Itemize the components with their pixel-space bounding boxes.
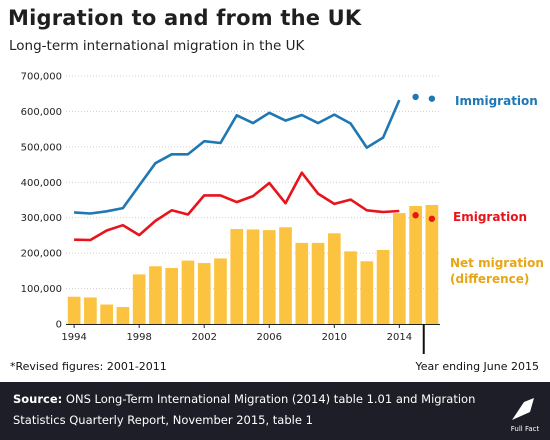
y-tick-label: 400,000	[21, 178, 62, 189]
full-fact-logo-mark	[512, 398, 534, 420]
x-tick-label: 2010	[322, 332, 347, 343]
x-tick-label: 2002	[191, 332, 216, 343]
net-migration-bar	[197, 263, 211, 324]
net-migration-bar	[100, 304, 113, 324]
immigration-line	[74, 99, 401, 215]
net-migration-bar	[360, 261, 374, 324]
y-tick-label: 200,000	[21, 249, 62, 260]
net-migration-bar	[311, 242, 325, 324]
source-text: Source: ONS Long-Term International Migr…	[13, 389, 493, 431]
year-ending-label: Year ending June 2015	[415, 360, 539, 373]
source-body: ONS Long-Term International Migration (2…	[13, 392, 476, 427]
y-tick-label: 300,000	[21, 213, 62, 224]
x-tick-label: 1994	[61, 332, 86, 343]
chart-axes: 0 100,000 200,000 300,000 400,000 500,000 600,…	[21, 72, 440, 354]
series-points	[412, 93, 436, 222]
net-migration-bar	[246, 229, 260, 324]
net-migration-bar	[425, 204, 439, 324]
immigration-point	[412, 93, 419, 101]
source-footer: Source: ONS Long-Term International Migr…	[0, 382, 550, 440]
y-tick-label: 500,000	[21, 142, 62, 153]
chart-subtitle: Long-term international migration in the…	[9, 38, 305, 54]
net-migration-bar	[344, 251, 357, 324]
y-tick-label: 700,000	[21, 72, 62, 83]
net-migration-label: Net migration	[450, 256, 544, 270]
x-tick-label: 2014	[387, 332, 412, 343]
net-migration-label-sub: (difference)	[450, 272, 529, 286]
chart-title: Migration to and from the UK	[8, 6, 362, 30]
net-migration-bar	[165, 268, 179, 324]
net-migration-bar	[181, 260, 195, 324]
y-tick-label: 100,000	[21, 284, 62, 295]
net-migration-bar	[279, 227, 292, 324]
net-migration-bar	[393, 213, 406, 324]
net-migration-bar	[132, 274, 146, 324]
net-migration-bar	[149, 266, 162, 324]
net-migration-bar	[376, 249, 390, 324]
net-migration-bar	[409, 206, 422, 324]
series-labels: Immigration Emigration Net migration (diffe…	[450, 94, 544, 286]
immigration-point	[428, 95, 436, 102]
net-migration-bar	[295, 242, 309, 324]
immigration-label: Immigration	[455, 94, 538, 108]
full-fact-logo-text: Full Fact	[511, 425, 540, 433]
x-tick-label: 1998	[126, 332, 151, 343]
net-migration-bars	[67, 204, 439, 324]
y-tick-label: 0	[56, 320, 62, 331]
migration-chart: 0 100,000 200,000 300,000 400,000 500,000 600,…	[21, 72, 544, 354]
net-migration-bar	[84, 297, 97, 324]
emigration-point	[412, 212, 419, 219]
emigration-line	[74, 171, 400, 242]
x-tick-label: 2006	[257, 332, 282, 343]
net-migration-bar	[230, 229, 244, 324]
net-migration-bar	[214, 258, 227, 324]
y-tick-label: 600,000	[21, 107, 62, 118]
revised-figures-footnote: *Revised figures: 2001-2011	[10, 360, 167, 373]
series-lines	[74, 99, 401, 242]
source-label: Source:	[13, 392, 63, 406]
full-fact-logo: Full Fact	[511, 398, 540, 433]
emigration-label: Emigration	[453, 210, 527, 224]
net-migration-bar	[262, 230, 276, 324]
emigration-point	[428, 215, 436, 222]
net-migration-bar	[116, 306, 130, 324]
net-migration-bar	[67, 296, 81, 324]
net-migration-bar	[327, 233, 341, 324]
